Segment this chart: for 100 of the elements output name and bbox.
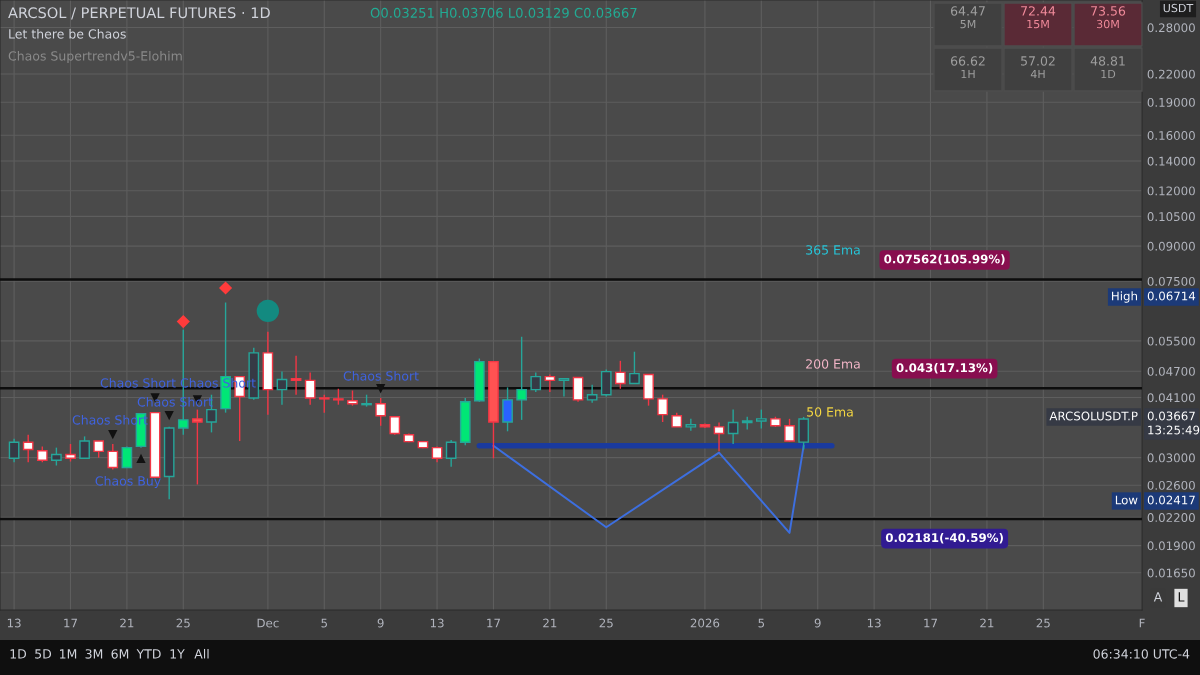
candlestick <box>629 351 640 385</box>
annotation: Chaos Short <box>100 377 176 388</box>
y-tick-label: 0.19000 <box>1147 97 1195 107</box>
annotation: ARCSOLUSDT.P <box>1049 411 1138 421</box>
candlestick <box>290 355 302 396</box>
chart-subtitle: O0.03251 H0.03706 L0.03129 C0.03667 <box>370 7 637 18</box>
candlestick <box>614 360 626 390</box>
annotation: Chaos Buy <box>95 475 161 489</box>
text: 1M <box>60 649 77 659</box>
annotation: 1D <box>1101 69 1116 79</box>
candlestick <box>784 418 795 443</box>
candlestick <box>657 393 668 423</box>
x-tick-label: 17 <box>924 618 938 628</box>
candlestick <box>516 336 528 421</box>
text: 13:25:49 <box>1148 425 1200 435</box>
y-tick-label: 0.28000 <box>1147 23 1195 33</box>
text: 5D <box>35 649 52 659</box>
candlestick <box>375 397 387 427</box>
candlestick <box>276 370 288 406</box>
line-series <box>492 444 805 534</box>
annotation: 66.62 <box>950 56 985 66</box>
chart-title: ARCSOL / PERPETUAL FUTURES · 1D <box>8 7 270 20</box>
y-tick-label: 0.02200 <box>1147 513 1195 523</box>
x-tick-label: 17 <box>487 618 500 628</box>
candlestick <box>685 418 697 432</box>
annotation: 57.02 <box>1021 56 1055 66</box>
candlestick <box>558 378 570 398</box>
y-tick-label: 0.09000 <box>1147 241 1195 251</box>
point <box>164 411 174 421</box>
point <box>256 299 280 323</box>
y-tick-label: 0.04700 <box>1147 366 1195 376</box>
candlestick <box>755 408 767 430</box>
annotation: 48.81 <box>1090 56 1125 66</box>
text: 1Y <box>170 649 185 659</box>
annotation: 50 Ema <box>807 407 853 417</box>
annotation: 1H <box>961 69 975 79</box>
x-tick-label: 5 <box>321 618 327 628</box>
annotation: 4H <box>1030 69 1045 79</box>
x-tick-label: 25 <box>1036 618 1050 628</box>
candlestick <box>304 371 316 406</box>
annotation: Low <box>1115 495 1138 505</box>
candlestick <box>798 416 809 451</box>
x-tick-label: 5 <box>758 618 765 628</box>
text: YTD <box>136 649 161 659</box>
x-tick-label: 21 <box>980 618 994 628</box>
text: 0.03667 <box>1147 411 1195 421</box>
candlestick <box>121 445 133 469</box>
annotation: 72.44 <box>1021 6 1056 16</box>
x-tick-label: 13 <box>7 618 21 628</box>
text: 0.06714 <box>1147 291 1196 301</box>
candlestick <box>713 421 725 453</box>
y-tick-label: 0.12000 <box>1147 186 1195 196</box>
annotation: Chaos Short <box>343 370 419 381</box>
y-tick-label: 0.01900 <box>1147 541 1195 551</box>
y-tick-label: 0.16000 <box>1147 131 1195 140</box>
text: 0.02417 <box>1147 495 1195 505</box>
annotation: 365 Ema <box>806 245 860 255</box>
point <box>176 315 190 329</box>
point <box>108 430 118 440</box>
annotation: 5M <box>960 19 976 29</box>
x-tick-label: 21 <box>120 618 134 628</box>
ref-line-label: 0.043(17.13%) <box>896 363 993 374</box>
x-tick-label: 17 <box>64 618 77 628</box>
x-tick-label: 2026 <box>690 618 720 628</box>
annotation: 15M <box>1027 19 1049 29</box>
annotation: 64.47 <box>950 6 985 16</box>
y-tick-label: 0.02600 <box>1147 480 1195 490</box>
text: L <box>1178 592 1185 602</box>
candlestick <box>8 438 20 463</box>
x-tick-label: F <box>1139 618 1145 628</box>
x-tick-label: 13 <box>867 618 881 628</box>
text: USDT <box>1163 3 1194 13</box>
y-tick-label: 0.01650 <box>1147 568 1195 578</box>
y-tick-label: 0.14000 <box>1147 156 1195 166</box>
x-tick-label: 21 <box>543 618 557 628</box>
candlestick <box>79 435 90 460</box>
text: A <box>1153 592 1163 602</box>
x-tick-label: 25 <box>599 618 613 628</box>
x-tick-label: 9 <box>377 618 384 628</box>
candlestick <box>727 408 739 445</box>
text: 1D <box>10 649 27 659</box>
annotation: 73.56 <box>1091 6 1126 16</box>
x-tick-label: 25 <box>176 618 190 628</box>
candlestick <box>502 386 513 432</box>
text: 6M <box>111 649 129 659</box>
candlestick <box>572 376 584 403</box>
candlestick <box>544 373 556 393</box>
x-tick-label: 13 <box>430 618 444 628</box>
y-tick-label: 0.10500 <box>1147 212 1195 222</box>
annotation: 30M <box>1096 19 1119 29</box>
y-tick-label: 0.05500 <box>1147 336 1195 346</box>
y-tick-label: 0.07500 <box>1147 276 1195 286</box>
annotation: Chaos Supertrendv5-Elohim <box>8 50 182 64</box>
point <box>376 384 386 394</box>
candlestick <box>600 368 612 398</box>
candlestick <box>22 433 34 463</box>
candlestick <box>445 439 457 468</box>
ref-line-label: 0.07562(105.99%) <box>884 254 1005 265</box>
point <box>218 281 233 295</box>
annotation: 200 Ema <box>806 359 860 369</box>
